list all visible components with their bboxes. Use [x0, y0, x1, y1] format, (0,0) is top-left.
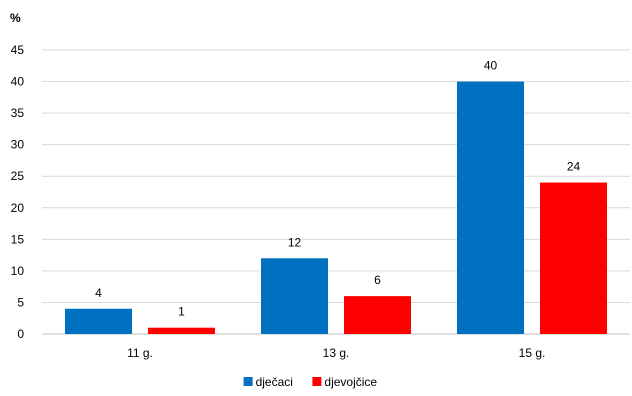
bar [457, 81, 524, 334]
legend-label: djevojčice [324, 375, 377, 389]
data-label: 6 [374, 273, 381, 287]
y-tick-label: 40 [11, 75, 25, 89]
y-tick-label: 0 [17, 327, 24, 341]
bar [65, 308, 132, 334]
legend-swatch [243, 377, 253, 386]
y-tick-label: 30 [11, 138, 25, 152]
x-tick-label: 15 g. [519, 346, 546, 360]
y-axis-unit-label: % [10, 11, 21, 25]
gridlines [42, 49, 630, 335]
legend-label: dječaci [256, 375, 293, 389]
data-label: 1 [178, 305, 185, 319]
x-tick-label: 13 g. [323, 346, 350, 360]
y-tick-label: 5 [17, 295, 24, 309]
data-label: 4 [95, 286, 102, 300]
bars: 4 1 12 6 40 24 [65, 59, 607, 334]
y-tick-label: 10 [11, 264, 25, 278]
bar [261, 258, 328, 334]
data-label: 12 [288, 235, 302, 249]
bar [344, 296, 411, 334]
data-label: 40 [484, 59, 498, 73]
y-tick-label: 45 [11, 43, 25, 57]
bar [148, 327, 215, 334]
x-tick-label: 11 g. [127, 346, 153, 360]
legend-swatch [312, 377, 322, 386]
data-label: 24 [567, 160, 581, 174]
y-tick-label: 15 [11, 232, 25, 246]
y-tick-label: 35 [11, 106, 25, 120]
y-tick-label: 25 [11, 169, 25, 183]
y-tick-label: 20 [11, 201, 25, 215]
y-axis-ticks: 0 5 10 15 20 25 30 35 40 45 [11, 43, 25, 341]
x-axis-ticks: 11 g. 13 g. 15 g. [127, 346, 545, 360]
bar [540, 182, 607, 334]
legend: dječaci djevojčice [243, 375, 377, 389]
